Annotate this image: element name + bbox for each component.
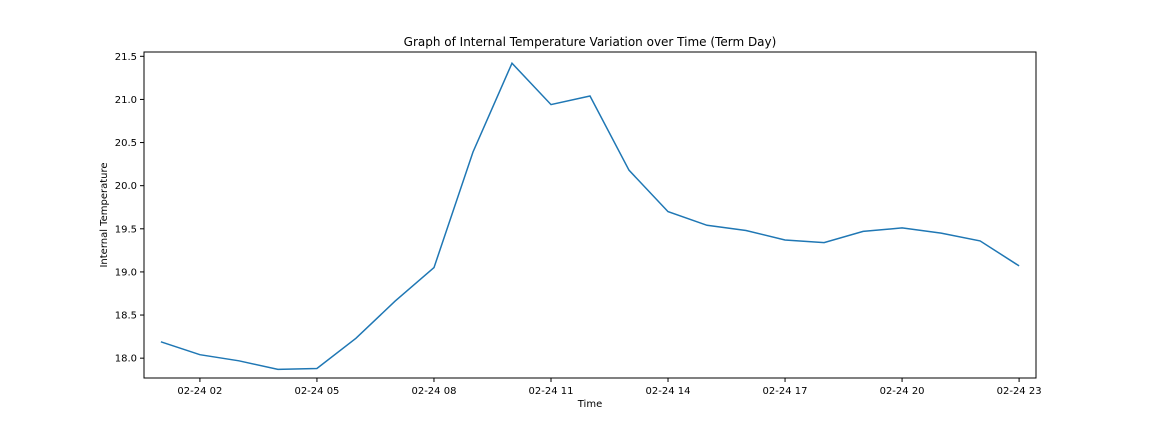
y-tick-label: 19.0 xyxy=(115,267,137,278)
y-tick-label: 18.5 xyxy=(115,311,137,322)
x-tick-label: 02-24 23 xyxy=(997,386,1042,397)
x-axis-label: Time xyxy=(577,399,602,410)
plot-frame xyxy=(143,51,1037,379)
y-axis: 18.0 18.5 19.0 19.5 20.0 20.5 21.0 21.5 xyxy=(115,52,144,365)
x-tick-label: 02-24 11 xyxy=(529,386,574,397)
x-tick-label: 02-24 17 xyxy=(763,386,808,397)
x-tick-label: 02-24 05 xyxy=(294,386,339,397)
y-tick-label: 20.5 xyxy=(115,138,137,149)
y-axis-label: Internal Temperature xyxy=(99,162,110,267)
x-tick-label: 02-24 14 xyxy=(646,386,691,397)
x-tick-label: 02-24 20 xyxy=(880,386,925,397)
y-tick-label: 19.5 xyxy=(115,224,137,235)
y-tick-label: 20.0 xyxy=(115,181,137,192)
temperature-series-line xyxy=(160,61,1020,371)
y-tick-label: 21.5 xyxy=(115,52,137,63)
y-tick-label: 21.0 xyxy=(115,95,137,106)
x-axis: 02-24 02 02-24 05 02-24 08 02-24 11 02-24 14… xyxy=(177,378,1042,397)
chart-title: Graph of Internal Temperature Variation … xyxy=(404,35,777,49)
x-tick-label: 02-24 08 xyxy=(411,386,456,397)
y-tick-label: 18.0 xyxy=(115,354,137,365)
x-tick-label: 02-24 02 xyxy=(177,386,222,397)
